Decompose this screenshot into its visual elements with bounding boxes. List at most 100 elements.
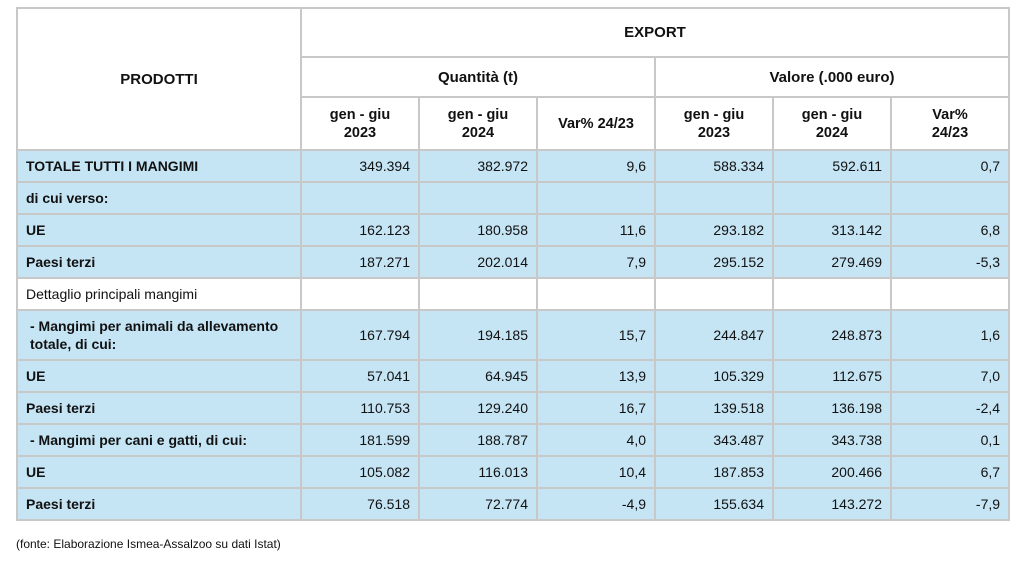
row-value: 13,9 <box>536 359 656 393</box>
table-row: Paesi terzi 76.518 72.774 -4,9 155.634 143.27… <box>16 487 1011 521</box>
header-export: EXPORT <box>299 7 1011 58</box>
row-value: 6,7 <box>889 455 1011 489</box>
row-value: 187.853 <box>654 455 774 489</box>
row-value <box>300 277 420 311</box>
row-value <box>418 181 538 215</box>
row-value: 136.198 <box>772 391 892 425</box>
row-value: 110.753 <box>300 391 420 425</box>
table-row: UE 105.082 116.013 10,4 187.853 200.466 6,7 <box>16 455 1011 489</box>
sub-header-row: gen - giu 2023 gen - giu 2024 Var% 24/23 g… <box>17 96 1011 151</box>
row-label: - Mangimi per cani e gatti, di cui: <box>16 423 302 457</box>
header-quantita: Quantità (t) <box>300 56 656 98</box>
row-value: 105.329 <box>654 359 774 393</box>
row-value: 244.847 <box>654 309 774 361</box>
row-value: 382.972 <box>418 149 538 183</box>
row-value: 592.611 <box>772 149 892 183</box>
row-value <box>536 181 656 215</box>
row-value <box>654 181 774 215</box>
row-value: 349.394 <box>300 149 420 183</box>
row-value <box>772 181 892 215</box>
row-value: 588.334 <box>654 149 774 183</box>
row-value: 248.873 <box>772 309 892 361</box>
row-label: - Mangimi per animali da allevamento tot… <box>16 309 302 361</box>
row-value: 155.634 <box>654 487 774 521</box>
row-label: UE <box>16 213 302 247</box>
row-label: di cui verso: <box>16 181 302 215</box>
row-value: 295.152 <box>654 245 774 279</box>
row-value: 112.675 <box>772 359 892 393</box>
table-row: Paesi terzi 187.271 202.014 7,9 295.152 279.4… <box>16 245 1011 279</box>
row-value <box>536 277 656 311</box>
row-label: Paesi terzi <box>16 245 302 279</box>
row-value: 116.013 <box>418 455 538 489</box>
row-value: 6,8 <box>889 213 1011 247</box>
row-value: 16,7 <box>536 391 656 425</box>
header-valore: Valore (.000 euro) <box>653 56 1011 98</box>
row-value: 279.469 <box>772 245 892 279</box>
row-value <box>889 277 1011 311</box>
row-value: 10,4 <box>536 455 656 489</box>
row-value: 4,0 <box>536 423 656 457</box>
row-label: TOTALE TUTTI I MANGIMI <box>16 149 302 183</box>
table-row: Paesi terzi 110.753 129.240 16,7 139.518 136.… <box>16 391 1011 425</box>
row-value: -5,3 <box>889 245 1011 279</box>
table-row: TOTALE TUTTI I MANGIMI 349.394 382.972 9,6 5… <box>16 149 1011 183</box>
row-value <box>772 277 892 311</box>
row-value: 76.518 <box>300 487 420 521</box>
row-value: -4,9 <box>536 487 656 521</box>
table-row: Dettaglio principali mangimi <box>16 277 1011 311</box>
source-note: (fonte: Elaborazione Ismea-Assalzoo su d… <box>16 537 281 551</box>
row-value <box>654 277 774 311</box>
row-value: 293.182 <box>654 213 774 247</box>
row-value: 343.487 <box>654 423 774 457</box>
row-value: 180.958 <box>418 213 538 247</box>
subheader-v-var: Var% 24/23 <box>889 96 1011 151</box>
table-row: UE 162.123 180.958 11,6 293.182 313.142 6,8 <box>16 213 1011 247</box>
row-value: 0,7 <box>889 149 1011 183</box>
subheader-v-2024: gen - giu 2024 <box>772 96 892 151</box>
row-label: UE <box>16 455 302 489</box>
export-table: PRODOTTI EXPORT Quantità (t) Valore (.00… <box>16 7 1011 521</box>
row-value: 105.082 <box>300 455 420 489</box>
row-value: -7,9 <box>889 487 1011 521</box>
table-header: PRODOTTI EXPORT Quantità (t) Valore (.00… <box>16 7 1011 151</box>
row-value: 11,6 <box>536 213 656 247</box>
row-value: 72.774 <box>418 487 538 521</box>
row-value: 313.142 <box>772 213 892 247</box>
table-body: TOTALE TUTTI I MANGIMI 349.394 382.972 9,6 5… <box>16 149 1011 521</box>
subheader-q-var: Var% 24/23 <box>536 96 656 151</box>
table-row: - Mangimi per animali da allevamento tot… <box>16 309 1011 361</box>
row-value: 64.945 <box>418 359 538 393</box>
row-value: 143.272 <box>772 487 892 521</box>
row-value: 15,7 <box>536 309 656 361</box>
row-label: Paesi terzi <box>16 391 302 425</box>
subheader-q-2023: gen - giu 2023 <box>300 96 420 151</box>
subheader-q-2024: gen - giu 2024 <box>418 96 538 151</box>
row-value <box>889 181 1011 215</box>
row-value: 129.240 <box>418 391 538 425</box>
row-value: 167.794 <box>300 309 420 361</box>
row-label: UE <box>16 359 302 393</box>
row-value: 0,1 <box>889 423 1011 457</box>
row-value: 200.466 <box>772 455 892 489</box>
row-value: 1,6 <box>889 309 1011 361</box>
row-value: 343.738 <box>772 423 892 457</box>
row-label: Dettaglio principali mangimi <box>16 277 302 311</box>
row-value: 194.185 <box>418 309 538 361</box>
row-value: -2,4 <box>889 391 1011 425</box>
row-value: 187.271 <box>300 245 420 279</box>
table-row: - Mangimi per cani e gatti, di cui: 181.5… <box>16 423 1011 457</box>
row-value: 7,9 <box>536 245 656 279</box>
row-value: 162.123 <box>300 213 420 247</box>
row-value <box>300 181 420 215</box>
row-value: 57.041 <box>300 359 420 393</box>
table-row: di cui verso: <box>16 181 1011 215</box>
table-row: UE 57.041 64.945 13,9 105.329 112.675 7,0 <box>16 359 1011 393</box>
row-value: 9,6 <box>536 149 656 183</box>
row-value: 188.787 <box>418 423 538 457</box>
header-prodotti: PRODOTTI <box>16 7 302 151</box>
row-value: 7,0 <box>889 359 1011 393</box>
row-value: 139.518 <box>654 391 774 425</box>
row-value: 181.599 <box>300 423 420 457</box>
row-label: Paesi terzi <box>16 487 302 521</box>
